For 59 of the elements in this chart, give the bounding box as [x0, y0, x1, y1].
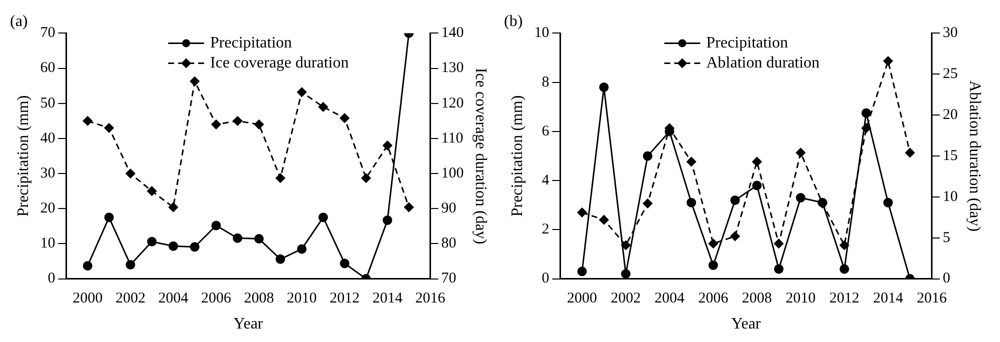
- y-tick-label: 20: [40, 200, 56, 217]
- y-tick-label: 10: [40, 236, 56, 252]
- y-tick-label: 10: [534, 25, 550, 42]
- x-tick-label: 2006: [201, 290, 232, 307]
- legend-label: Ablation duration: [706, 54, 820, 72]
- x-tick-label: 2014: [873, 290, 904, 307]
- y2-tick-label: 70: [441, 270, 456, 287]
- x-tick-label: 2002: [610, 290, 641, 307]
- y2-tick-label: 25: [942, 66, 958, 82]
- x-tick-label: 2006: [698, 290, 729, 307]
- legend-label: Precipitation: [210, 34, 292, 52]
- y-tick-label: 30: [40, 165, 56, 182]
- x-tick-label: 2002: [115, 290, 146, 307]
- x-axis-title: Year: [234, 316, 264, 333]
- x-axis-title: Year: [731, 316, 762, 333]
- y-tick-label: 60: [40, 60, 56, 76]
- legend-label: Precipitation: [706, 34, 788, 52]
- y2-tick-label: 15: [942, 148, 958, 164]
- chart-title: (a): [10, 12, 28, 30]
- y-tick-label: 2: [542, 222, 550, 238]
- y2-tick-label: 140: [441, 25, 464, 42]
- x-tick-label: 2000: [72, 290, 103, 307]
- y-tick-label: 40: [40, 130, 56, 146]
- y-tick-label: 6: [542, 123, 550, 140]
- y2-tick-label: 20: [942, 107, 958, 124]
- legend-label: Ice coverage duration: [210, 54, 349, 72]
- y-axis-title: Precipitation (mm): [508, 95, 526, 217]
- x-tick-label: 2012: [330, 290, 360, 307]
- y2-tick-label: 80: [441, 236, 456, 252]
- x-tick-label: 2008: [244, 290, 274, 307]
- y2-tick-label: 0: [942, 270, 950, 287]
- y2-axis-title: Ice coverage duration (day): [472, 68, 490, 244]
- y-tick-label: 70: [40, 25, 56, 42]
- x-tick-label: 2000: [567, 290, 598, 307]
- y2-tick-label: 130: [441, 60, 464, 76]
- x-tick-label: 2008: [742, 290, 772, 307]
- x-tick-label: 2016: [415, 290, 446, 307]
- chart-title: (b): [504, 12, 523, 30]
- y2-tick-label: 30: [942, 25, 958, 42]
- x-tick-label: 2014: [372, 290, 403, 307]
- y-tick-label: 0: [48, 270, 56, 287]
- y-tick-label: 4: [542, 172, 550, 188]
- y2-tick-label: 5: [942, 230, 950, 246]
- y-tick-label: 50: [40, 95, 56, 112]
- y2-tick-label: 120: [441, 95, 464, 112]
- y2-axis-title: Ablation duration (day): [966, 80, 984, 232]
- y-tick-label: 0: [542, 270, 550, 287]
- y2-tick-label: 100: [441, 165, 464, 182]
- x-tick-label: 2012: [829, 290, 860, 307]
- y-axis-title: Precipitation (mm): [14, 95, 32, 217]
- x-tick-label: 2004: [158, 290, 189, 307]
- y2-tick-label: 10: [942, 188, 958, 205]
- x-tick-label: 2004: [654, 290, 685, 307]
- y2-tick-label: 90: [441, 200, 456, 217]
- y-tick-label: 8: [542, 74, 550, 90]
- y2-tick-label: 110: [441, 130, 464, 146]
- x-tick-label: 2016: [916, 290, 948, 307]
- x-tick-label: 2010: [786, 290, 816, 307]
- x-tick-label: 2010: [286, 290, 317, 307]
